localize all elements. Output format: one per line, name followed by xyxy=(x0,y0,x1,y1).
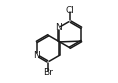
Text: N: N xyxy=(33,51,40,60)
Text: Cl: Cl xyxy=(65,6,74,15)
Text: Br: Br xyxy=(43,68,53,77)
Text: N: N xyxy=(55,23,62,32)
